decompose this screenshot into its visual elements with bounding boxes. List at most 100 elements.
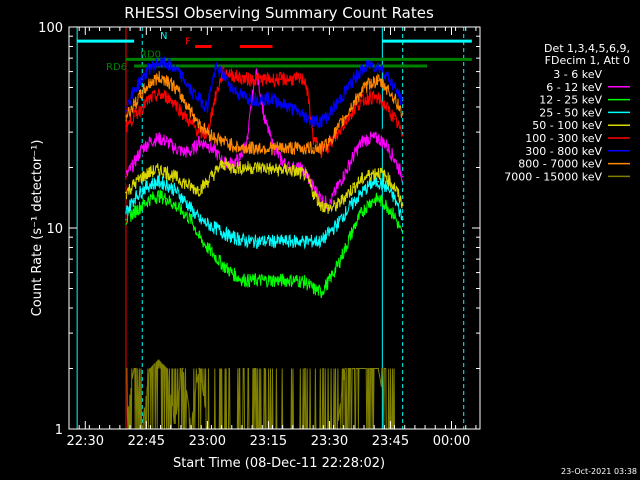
- series-7-point-31: [377, 79, 380, 82]
- series-1-point-33: [393, 158, 396, 160]
- series-7-point-3: [149, 81, 152, 84]
- series-5-point-26: [336, 134, 339, 136]
- series-3-point-32: [385, 186, 388, 188]
- annotation-n-label: N: [160, 31, 167, 42]
- x-tick-label-0: 22:30: [67, 434, 104, 449]
- y-axis-label: Count Rate (s⁻¹ detector⁻¹): [30, 140, 45, 317]
- series-8-point-1: [133, 367, 135, 370]
- series-0-point-32: [385, 137, 388, 139]
- series-8-point-9: [198, 367, 201, 370]
- series-8-point-19: [377, 367, 380, 370]
- series-7-point-20: [287, 147, 290, 149]
- series-6-point-5: [165, 62, 168, 65]
- series-2-point-7: [182, 211, 184, 213]
- series-1-point-29: [361, 140, 363, 143]
- series-4-point-9: [198, 188, 201, 191]
- series-0-point-2: [141, 150, 144, 153]
- axes: 22:30 22:45 23:00 23:15 23:30 23:45 00:00 1 10 10…: [38, 21, 480, 449]
- series-5-point-32: [385, 106, 388, 108]
- series-4-point-16: [255, 166, 257, 169]
- series-7-point-12: [222, 140, 225, 143]
- series-8-point-18: [369, 367, 371, 370]
- series-4-point-10: [206, 180, 209, 183]
- series-5-point-0: [125, 125, 127, 128]
- series-4-point-2: [141, 175, 144, 178]
- annotation-rd0-label: RD0: [140, 49, 161, 60]
- series-5-point-23: [312, 137, 314, 139]
- series-2-point-12: [222, 264, 225, 267]
- series-2-point-15: [247, 279, 249, 281]
- series-2: [125, 189, 404, 298]
- series-6: [125, 56, 404, 129]
- series-4-point-26: [336, 204, 339, 206]
- series-4-point-30: [369, 173, 371, 176]
- series-line-3: [125, 175, 403, 250]
- series-7-point-26: [336, 128, 339, 131]
- series-4-point-29: [361, 178, 363, 180]
- series-2-point-34: [401, 236, 404, 238]
- series-line-1: [125, 68, 403, 212]
- series-3-point-27: [344, 211, 347, 213]
- series-3-point-1: [133, 197, 135, 200]
- series-7-point-11: [214, 137, 217, 139]
- series-7-point-19: [279, 147, 282, 149]
- legend-label-4: 50 - 100 keV: [532, 119, 602, 132]
- series-6-point-16: [255, 97, 257, 100]
- series-5-point-16: [255, 78, 257, 80]
- series-0-point-20: [287, 134, 290, 136]
- series-6-point-10: [206, 106, 209, 108]
- series-0-point-6: [174, 134, 176, 136]
- series-1-point-26: [336, 186, 339, 188]
- series-5-point-4: [157, 93, 160, 96]
- series-5-point-15: [247, 78, 249, 80]
- series-6-point-1: [133, 90, 135, 92]
- series-2-point-17: [263, 279, 266, 281]
- series-7-point-34: [401, 112, 404, 115]
- series-0-point-31: [377, 131, 380, 133]
- series-0-point-17: [263, 125, 266, 128]
- series-1-point-17: [263, 117, 266, 120]
- series-2-point-18: [271, 279, 274, 281]
- series-2-point-14: [239, 277, 241, 280]
- series-7-point-25: [328, 140, 331, 143]
- series-5-point-5: [165, 95, 168, 98]
- series-6-point-29: [361, 69, 363, 71]
- series-2-point-19: [279, 279, 282, 281]
- series-3-point-18: [271, 240, 274, 242]
- series-line-0: [125, 93, 403, 186]
- series-4-point-23: [312, 191, 314, 194]
- legend-label-6: 300 - 800 keV: [525, 145, 602, 158]
- series-1-point-28: [353, 154, 355, 157]
- x-axis-label: Start Time (08-Dec-11 22:28:02): [173, 456, 385, 471]
- series-3-point-22: [304, 240, 306, 242]
- x-tick-label-5: 23:45: [372, 434, 409, 449]
- series-6-point-18: [271, 97, 274, 100]
- series-1-point-14: [239, 158, 241, 160]
- series-5-point-18: [271, 78, 274, 80]
- legend-label-1: 6 - 12 keV: [546, 81, 602, 94]
- series-5-point-27: [344, 120, 347, 122]
- series-4-point-27: [344, 194, 347, 197]
- series-4-point-6: [174, 175, 176, 178]
- series-6-point-33: [393, 86, 396, 89]
- series-3-point-19: [279, 240, 282, 242]
- series-6-point-24: [320, 120, 323, 122]
- series-3-point-4: [157, 180, 160, 183]
- series-6-point-0: [125, 106, 127, 108]
- series-6-point-30: [369, 63, 371, 66]
- series-0-point-12: [222, 95, 225, 98]
- series-5-point-1: [133, 115, 135, 117]
- series-0-point-30: [369, 125, 371, 128]
- series-7-point-6: [174, 86, 176, 89]
- series-3-point-13: [230, 236, 233, 238]
- series-1-point-9: [198, 140, 201, 143]
- series-2-point-30: [369, 201, 371, 203]
- series-7-point-13: [230, 143, 233, 146]
- series-1-point-7: [182, 150, 184, 153]
- series-6-point-26: [336, 101, 339, 104]
- series-8-point-7: [182, 367, 184, 370]
- series-4-point-20: [287, 168, 290, 171]
- series-2-point-2: [141, 204, 144, 206]
- series-7-point-32: [385, 86, 388, 89]
